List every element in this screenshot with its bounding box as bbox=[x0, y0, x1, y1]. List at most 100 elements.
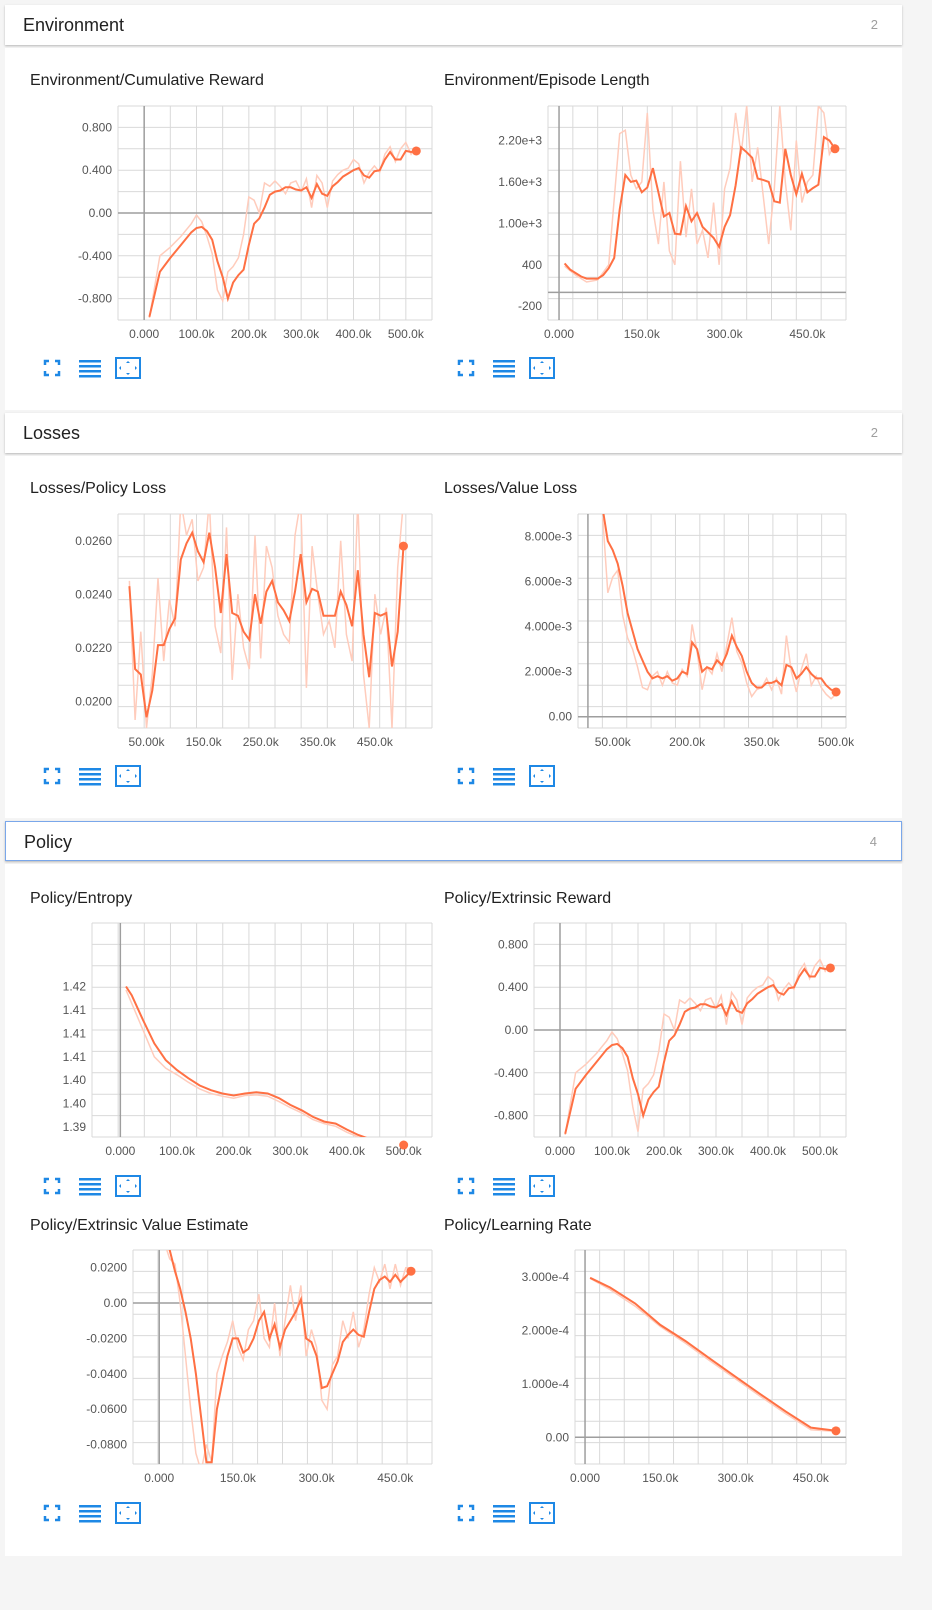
fit-domain-icon[interactable] bbox=[528, 1174, 556, 1198]
fullscreen-icon[interactable] bbox=[452, 764, 480, 788]
chart-toolbar bbox=[38, 356, 152, 380]
x-tick-label: 50.00k bbox=[595, 735, 632, 749]
y-tick-label: 0.0240 bbox=[75, 587, 112, 601]
data-table-icon[interactable] bbox=[490, 356, 518, 380]
y-tick-label: 1.39 bbox=[63, 1120, 87, 1134]
line-chart[interactable]: -0.800 -0.400 0.00 0.400 0.800 0.000 100.0k 200… bbox=[30, 100, 450, 350]
smoothed-series-line bbox=[563, 135, 836, 280]
section-header-losses[interactable]: Losses 2 bbox=[5, 413, 902, 453]
y-tick-label: 0.0220 bbox=[75, 641, 112, 655]
chart-card: Environment/Episode Length -200 400 1.00e+3… bbox=[444, 72, 854, 387]
section-count: 2 bbox=[870, 425, 878, 440]
y-tick-label: 0.00 bbox=[546, 1430, 570, 1444]
y-tick-label: 0.400 bbox=[498, 980, 528, 994]
chart-toolbar bbox=[38, 1501, 152, 1525]
x-tick-label: 250.0k bbox=[243, 735, 280, 749]
x-tick-label: 150.0k bbox=[642, 1471, 679, 1485]
chart-card: Environment/Cumulative Reward -0.800 -0.40… bbox=[30, 72, 440, 387]
x-tick-label: 100.0k bbox=[178, 327, 215, 341]
y-tick-label: 1.000e-4 bbox=[522, 1377, 570, 1391]
x-tick-label: 300.0k bbox=[283, 327, 320, 341]
line-chart[interactable]: 0.0200 0.0220 0.0240 0.0260 50.00k 150.0k 250.… bbox=[30, 508, 450, 758]
raw-series-line bbox=[602, 518, 837, 700]
grid bbox=[574, 1249, 847, 1465]
x-tick-label: 0.000 bbox=[570, 1471, 600, 1485]
chart-toolbar bbox=[38, 764, 152, 788]
line-chart[interactable]: 1.39 1.40 1.40 1.41 1.41 1.41 1.42 0.000 100.0k 2… bbox=[30, 918, 450, 1168]
chart-title: Policy/Entropy bbox=[30, 890, 133, 907]
y-tick-label: 6.000e-3 bbox=[525, 575, 573, 589]
x-tick-label: 0.000 bbox=[545, 1144, 575, 1158]
y-tick-label: 2.20e+3 bbox=[498, 134, 542, 148]
section-title: Policy bbox=[24, 832, 73, 852]
data-table-icon[interactable] bbox=[76, 1174, 104, 1198]
fullscreen-icon[interactable] bbox=[38, 764, 66, 788]
fit-domain-icon[interactable] bbox=[114, 1501, 142, 1525]
section-header-policy[interactable]: Policy 4 bbox=[5, 821, 902, 861]
section-count: 2 bbox=[870, 17, 878, 32]
x-tick-label: 500.0k bbox=[818, 735, 855, 749]
y-tick-label: 0.800 bbox=[498, 937, 528, 951]
y-tick-label: 2.000e-4 bbox=[522, 1323, 570, 1337]
chart-title: Policy/Extrinsic Reward bbox=[444, 890, 612, 907]
section-body-policy bbox=[5, 864, 902, 1556]
fullscreen-icon[interactable] bbox=[452, 356, 480, 380]
y-tick-label: -0.400 bbox=[78, 249, 112, 263]
data-table-icon[interactable] bbox=[76, 1501, 104, 1525]
fullscreen-icon[interactable] bbox=[452, 1174, 480, 1198]
y-tick-label: 0.00 bbox=[89, 206, 113, 220]
fullscreen-icon[interactable] bbox=[38, 356, 66, 380]
section-count: 4 bbox=[869, 834, 877, 849]
y-tick-label: 0.00 bbox=[104, 1296, 128, 1310]
data-table-icon[interactable] bbox=[490, 1501, 518, 1525]
x-tick-label: 300.0k bbox=[698, 1144, 735, 1158]
line-chart[interactable]: 0.00 2.000e-3 4.000e-3 6.000e-3 8.000e-3 50.0… bbox=[444, 508, 864, 758]
y-tick-label: 0.400 bbox=[82, 163, 112, 177]
fit-domain-icon[interactable] bbox=[528, 1501, 556, 1525]
line-chart[interactable]: -0.800 -0.400 0.00 0.400 0.800 0.000 100.0k 200… bbox=[444, 918, 864, 1168]
chart-card: Policy/Extrinsic Reward -0.800 -0.400 0.00 0… bbox=[444, 890, 854, 1205]
line-chart[interactable]: -200 400 1.00e+3 1.60e+3 2.20e+3 0.000 150.0k 3… bbox=[444, 100, 864, 350]
x-tick-label: 150.0k bbox=[220, 1471, 257, 1485]
x-tick-label: 450.0k bbox=[793, 1471, 830, 1485]
x-tick-label: 450.0k bbox=[377, 1471, 414, 1485]
chart-toolbar bbox=[452, 356, 566, 380]
fullscreen-icon[interactable] bbox=[38, 1501, 66, 1525]
x-tick-label: 500.0k bbox=[802, 1144, 839, 1158]
x-tick-label: 100.0k bbox=[594, 1144, 631, 1158]
y-tick-label: 1.42 bbox=[63, 980, 87, 994]
fit-domain-icon[interactable] bbox=[114, 1174, 142, 1198]
line-chart[interactable]: -0.0800 -0.0600 -0.0400 -0.0200 0.00 0.0200 0.… bbox=[30, 1245, 450, 1495]
y-tick-label: -0.0800 bbox=[86, 1438, 127, 1452]
y-tick-label: 4.000e-3 bbox=[525, 620, 573, 634]
x-tick-label: 500.0k bbox=[388, 327, 425, 341]
fit-domain-icon[interactable] bbox=[114, 356, 142, 380]
raw-series-line bbox=[166, 1250, 411, 1464]
y-tick-label: 0.00 bbox=[549, 710, 573, 724]
x-tick-label: 400.0k bbox=[750, 1144, 787, 1158]
fullscreen-icon[interactable] bbox=[38, 1174, 66, 1198]
fit-domain-icon[interactable] bbox=[528, 356, 556, 380]
fit-domain-icon[interactable] bbox=[114, 764, 142, 788]
x-tick-label: 500.0k bbox=[386, 1144, 423, 1158]
x-tick-label: 300.0k bbox=[718, 1471, 755, 1485]
chart-title: Losses/Value Loss bbox=[444, 480, 578, 497]
y-tick-label: 1.40 bbox=[63, 1073, 87, 1087]
data-table-icon[interactable] bbox=[76, 356, 104, 380]
data-table-icon[interactable] bbox=[490, 1174, 518, 1198]
data-table-icon[interactable] bbox=[76, 764, 104, 788]
y-tick-label: 0.0260 bbox=[75, 534, 112, 548]
chart-title: Policy/Learning Rate bbox=[444, 1217, 592, 1234]
fit-domain-icon[interactable] bbox=[528, 764, 556, 788]
fullscreen-icon[interactable] bbox=[452, 1501, 480, 1525]
data-table-icon[interactable] bbox=[490, 764, 518, 788]
line-chart[interactable]: 0.00 1.000e-4 2.000e-4 3.000e-4 0.000 150.0k 3… bbox=[444, 1245, 864, 1495]
x-tick-label: 300.0k bbox=[707, 327, 744, 341]
y-tick-label: 3.000e-4 bbox=[522, 1270, 570, 1284]
last-point-marker bbox=[406, 1266, 416, 1276]
x-tick-label: 200.0k bbox=[646, 1144, 683, 1158]
section-header-environment[interactable]: Environment 2 bbox=[5, 5, 902, 45]
chart-card: Policy/Entropy 1.39 1.40 1.40 1.41 1.41 1.41 1.… bbox=[30, 890, 440, 1205]
y-tick-label: 0.800 bbox=[82, 120, 112, 134]
x-tick-label: 0.000 bbox=[144, 1471, 174, 1485]
